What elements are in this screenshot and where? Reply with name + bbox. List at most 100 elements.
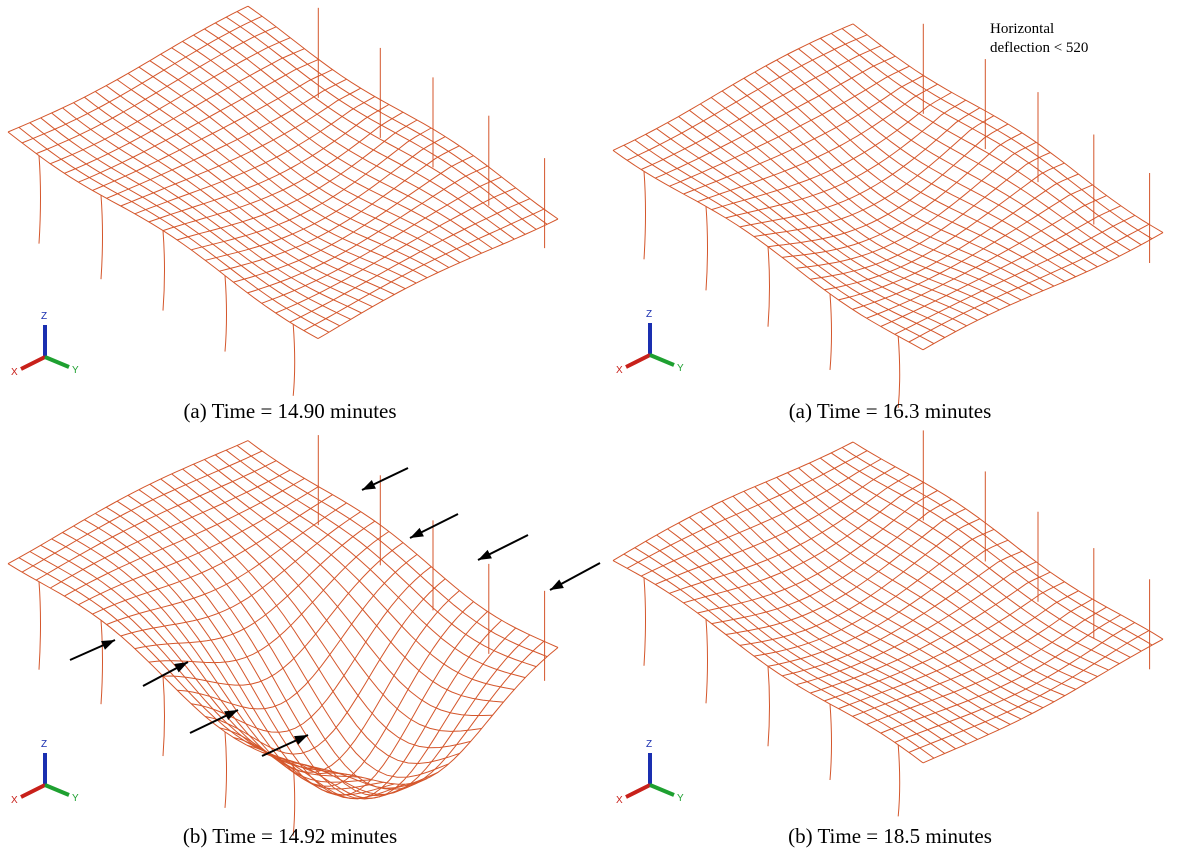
column — [225, 276, 227, 352]
mesh-line — [684, 76, 924, 195]
column — [768, 247, 770, 327]
mesh-line — [799, 49, 1109, 262]
arrow-head — [101, 640, 115, 650]
axis-label: Z — [41, 739, 47, 750]
mesh-line — [248, 6, 558, 219]
axis-label: X — [616, 795, 623, 806]
axis-label: Y — [677, 793, 684, 804]
axis-label: X — [616, 365, 623, 376]
arrow-head — [174, 662, 188, 672]
mesh-line — [627, 35, 867, 161]
mesh-line — [853, 185, 1093, 310]
mesh-line — [766, 482, 1076, 689]
mesh-line — [22, 451, 262, 572]
arrow-head — [550, 580, 564, 590]
mesh-line — [668, 529, 978, 740]
mesh-line — [809, 463, 1119, 664]
mesh-line — [635, 548, 945, 754]
column — [830, 294, 832, 370]
x-axis — [21, 357, 45, 369]
arrow-head — [362, 480, 376, 490]
column — [706, 619, 708, 703]
mesh-line — [842, 29, 1152, 239]
mesh-line — [50, 470, 290, 588]
column — [163, 231, 165, 311]
mesh-line — [8, 441, 248, 564]
mesh-line — [635, 140, 945, 338]
axis-label: Z — [41, 311, 47, 322]
caption: (b) Time = 18.5 minutes — [788, 824, 992, 848]
mesh-line — [613, 24, 853, 150]
mesh-line — [624, 145, 934, 343]
mesh: ZXY — [8, 6, 558, 396]
mesh-line — [842, 448, 1152, 646]
mesh-line — [613, 442, 853, 561]
mesh-line — [172, 474, 482, 732]
mesh-line — [679, 523, 989, 735]
column — [898, 745, 900, 817]
column — [644, 171, 646, 259]
column — [163, 676, 165, 756]
caption: (b) Time = 14.92 minutes — [183, 824, 397, 848]
y-axis — [650, 785, 674, 795]
column — [768, 666, 770, 746]
mesh: Z X Y — [613, 430, 1163, 816]
axis-label: Y — [677, 363, 684, 374]
mesh-line — [788, 473, 1098, 677]
mesh-line — [740, 108, 980, 227]
column — [101, 195, 103, 279]
mesh-line — [194, 35, 504, 244]
arrow-head — [410, 528, 424, 538]
x-axis — [21, 785, 45, 797]
mesh-line — [831, 453, 1141, 651]
mesh-line — [163, 112, 403, 230]
callout-arrows — [70, 468, 600, 756]
mesh-line — [613, 561, 923, 763]
column — [39, 156, 41, 244]
mesh-line — [74, 526, 384, 789]
mesh-line — [698, 491, 938, 614]
mesh-line — [646, 541, 956, 749]
column — [898, 336, 900, 408]
mesh-line — [204, 29, 514, 239]
mesh-line — [64, 49, 304, 174]
mesh-line — [107, 503, 347, 625]
mesh: Z X Y — [613, 24, 1163, 408]
mesh-line — [646, 134, 956, 331]
mesh-line — [909, 631, 1149, 753]
mesh-line — [19, 127, 329, 332]
mesh-line — [219, 146, 459, 271]
mesh-line — [700, 512, 1010, 725]
mesh-line — [768, 540, 1008, 666]
caption: (a) Time = 16.3 minutes — [789, 399, 992, 423]
axis-label: Y — [72, 793, 79, 804]
column — [293, 324, 295, 396]
axis-label: Z — [646, 739, 652, 750]
mesh-line — [788, 54, 1098, 266]
mesh-line — [777, 60, 1087, 272]
arrow-head — [294, 735, 308, 745]
y-axis — [45, 357, 69, 367]
mesh-line — [318, 648, 558, 785]
axis-label: X — [11, 367, 18, 378]
mesh-line — [262, 620, 502, 799]
mesh-line — [36, 27, 276, 154]
mesh-line — [161, 54, 471, 258]
annotation: deflection < 520 — [990, 40, 1088, 56]
column — [101, 620, 103, 704]
mesh-line — [149, 105, 389, 222]
mesh-line — [22, 16, 262, 143]
arrow-head — [478, 550, 492, 560]
mesh-line — [831, 33, 1141, 244]
x-axis — [626, 355, 650, 367]
mesh-line — [712, 92, 952, 209]
mesh-line — [290, 635, 530, 795]
mesh-line — [655, 56, 895, 178]
axis-label: Z — [646, 309, 652, 320]
mesh-line — [796, 562, 1036, 685]
mesh-line — [8, 6, 248, 132]
column — [644, 578, 646, 666]
mesh-line — [318, 219, 558, 339]
axis-label: X — [11, 795, 18, 806]
mesh-line — [766, 66, 1076, 277]
